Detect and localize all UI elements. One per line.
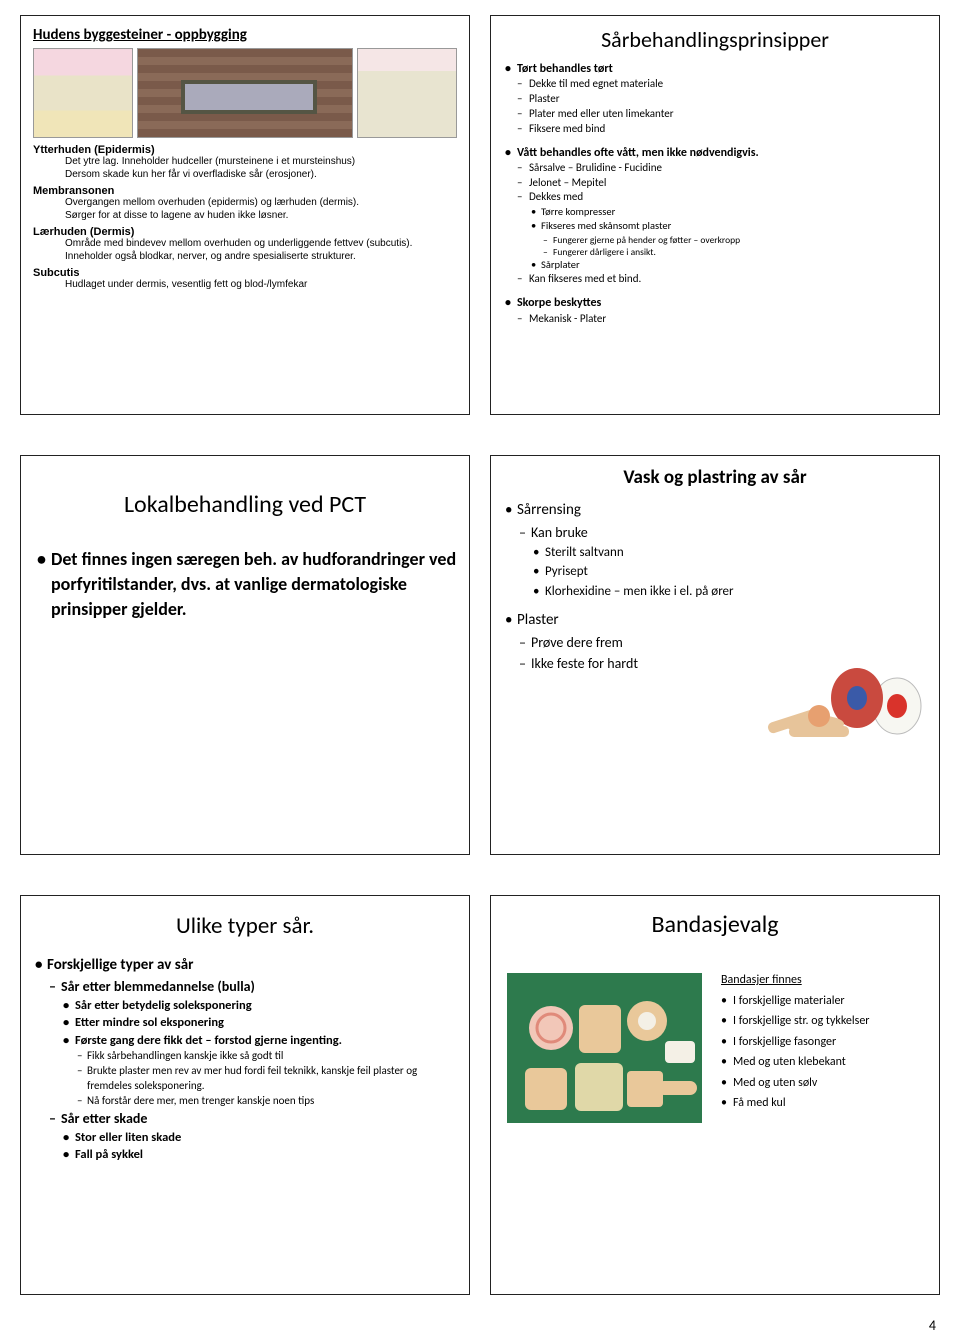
slide-local-treatment-pct: Lokalbehandling ved PCT Det finnes ingen…: [20, 455, 470, 855]
list-item: Med og uten klebekant: [717, 1052, 927, 1072]
list-item: Brukte plaster men rev av mer hud fordi …: [33, 1064, 457, 1094]
page-number: 4: [929, 1317, 936, 1334]
list-item: Sårrensing: [503, 499, 927, 522]
list-item: Sårsalve – Brulidine - Fucidine: [503, 161, 927, 176]
definition-line: Overgangen mellom overhuden (epidermis) …: [33, 197, 457, 210]
list-item: Med og uten sølv: [717, 1073, 927, 1093]
list-item: I forskjellige str. og tykkelser: [717, 1011, 927, 1031]
list-item: Kan bruke: [503, 522, 927, 543]
definition-head: Lærhuden (Dermis): [33, 226, 134, 238]
slide5-title: Ulike typer sår.: [33, 912, 457, 940]
definition-line: Dersom skade kun her får vi overfladiske…: [33, 169, 457, 182]
slide-skin-structure: Hudens byggesteiner - oppbygging Ytterhu…: [20, 15, 470, 415]
list-item: Plaster: [503, 92, 927, 107]
list-item: Fall på sykkel: [33, 1146, 457, 1164]
list-item: Få med kul: [717, 1093, 927, 1113]
list-item: Skorpe beskyttes: [503, 295, 927, 311]
list-item: Første gang dere fikk det – forstod gjer…: [33, 1032, 457, 1050]
list-item: Sår etter skade: [33, 1109, 457, 1129]
plaster-tape-image-icon: [759, 646, 929, 741]
list-item: Vått behandles ofte vått, men ikke nødve…: [503, 145, 927, 161]
slide2-title: Sårbehandlingsprinsipper: [503, 26, 927, 53]
definition-line: Område med bindevev mellom overhuden og …: [33, 238, 457, 251]
slide4-title: Vask og plastring av sår: [503, 466, 927, 489]
bandage-assortment-image-icon: [507, 973, 702, 1123]
slide3-title: Lokalbehandling ved PCT: [33, 490, 457, 519]
definition-line: Inneholder også blodkar, nerver, og andr…: [33, 251, 457, 264]
list-item: Sår etter betydelig soleksponering: [33, 997, 457, 1015]
list-item: Dekke til med egnet materiale: [503, 77, 927, 92]
brick-wall-window-icon: [137, 48, 354, 138]
list-item: Fikseres med skånsomt plaster: [503, 219, 927, 233]
list-item: I forskjellige fasonger: [717, 1032, 927, 1052]
list-item: Fungerer gjerne på hender og føtter – ov…: [503, 234, 927, 246]
list-item: Pyrisept: [503, 562, 927, 582]
slide6-title: Bandasjevalg: [503, 910, 927, 939]
list-item: Sår etter blemmedannelse (bulla): [33, 977, 457, 997]
slide1-image-row: [33, 48, 457, 138]
list-item: Mekanisk - Plater: [503, 312, 927, 327]
definition-head: Subcutis: [33, 267, 79, 279]
definition-line: Sørger for at disse to lagene av huden i…: [33, 210, 457, 223]
slide-wound-types: Ulike typer sår. Forskjellige typer av s…: [20, 895, 470, 1295]
definition-line: Hudlaget under dermis, vesentlig fett og…: [33, 279, 457, 292]
list-item: Fiksere med bind: [503, 122, 927, 137]
definition-block: Lærhuden (Dermis)Område med bindevev mel…: [33, 226, 457, 263]
list-item: Forskjellige typer av sår: [33, 954, 457, 977]
list-item: Plaster: [503, 609, 927, 632]
list-item: Fikk sårbehandlingen kanskje ikke så god…: [33, 1049, 457, 1064]
definition-head: Membransonen: [33, 185, 114, 197]
list-item: Plater med eller uten limekanter: [503, 107, 927, 122]
list-item: Sterilt saltvann: [503, 543, 927, 563]
slide3-text: Det finnes ingen særegen beh. av hudfora…: [33, 547, 457, 623]
list-item: Kan fikseres med et bind.: [503, 272, 927, 287]
slide6-intro: Bandasjer finnes: [717, 973, 927, 987]
list-item: Dekkes med: [503, 190, 927, 205]
list-item: Stor eller liten skade: [33, 1129, 457, 1147]
list-item: I forskjellige materialer: [717, 991, 927, 1011]
list-item: Klorhexidine – men ikke i el. på ører: [503, 582, 927, 602]
list-item: Tørt behandles tørt: [503, 61, 927, 77]
definition-line: Det ytre lag. Inneholder hudceller (murs…: [33, 156, 457, 169]
list-item: Jelonet – Mepitel: [503, 176, 927, 191]
list-item: Nå forstår dere mer, men trenger kanskje…: [33, 1094, 457, 1109]
slide-wound-principles: Sårbehandlingsprinsipper Tørt behandles …: [490, 15, 940, 415]
definition-head: Ytterhuden (Epidermis): [33, 144, 155, 156]
skin-cross-section-left-icon: [33, 48, 133, 138]
list-item: Sårplater: [503, 258, 927, 272]
definition-block: MembransonenOvergangen mellom overhuden …: [33, 185, 457, 222]
definition-block: SubcutisHudlaget under dermis, vesentlig…: [33, 267, 457, 292]
slide-wash-plaster: Vask og plastring av sår SårrensingKan b…: [490, 455, 940, 855]
skin-cross-section-right-icon: [357, 48, 457, 138]
slide1-title: Hudens byggesteiner - oppbygging: [33, 26, 457, 44]
slide-bandage-choice: Bandasjevalg Bandasjer finnes I forskjel…: [490, 895, 940, 1295]
definition-block: Ytterhuden (Epidermis)Det ytre lag. Inne…: [33, 144, 457, 181]
list-item: Fungerer dårligere i ansikt.: [503, 246, 927, 258]
list-item: Etter mindre sol eksponering: [33, 1014, 457, 1032]
list-item: Tørre kompresser: [503, 205, 927, 219]
